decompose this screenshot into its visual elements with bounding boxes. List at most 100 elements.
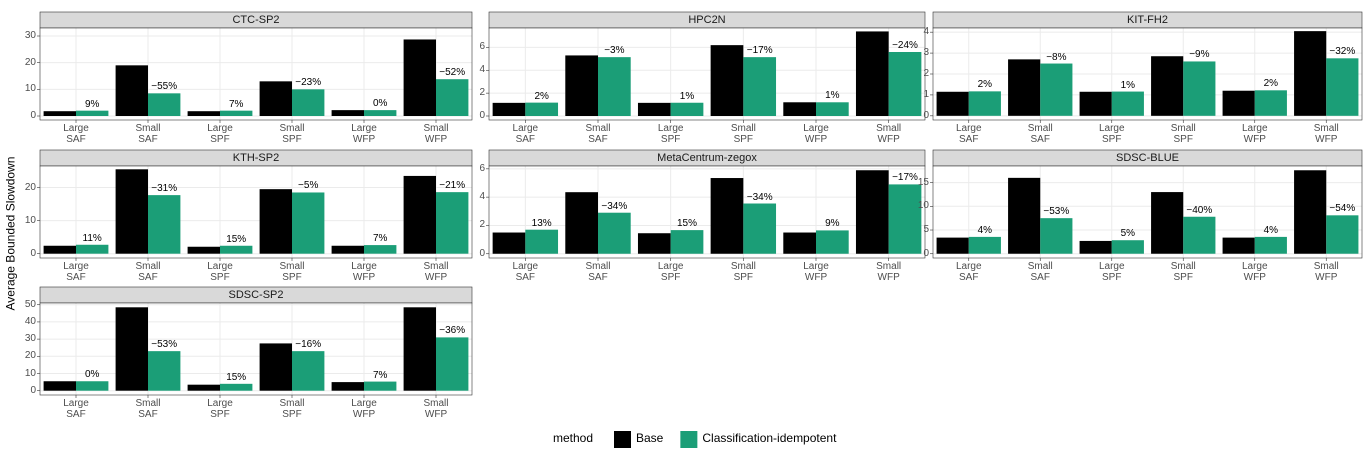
panel <box>489 28 925 120</box>
bar <box>816 230 849 254</box>
y-tick-label: 0 <box>30 247 36 259</box>
bar <box>710 178 744 254</box>
x-tick-label: Large WFP <box>351 123 377 145</box>
change-label: −34% <box>746 191 773 203</box>
bar <box>259 343 292 391</box>
panel-border <box>488 27 926 121</box>
y-tick-label: 0 <box>30 384 36 396</box>
y-tick-label: 20 <box>24 181 36 193</box>
bar <box>115 307 148 391</box>
bar <box>783 102 816 116</box>
y-tick-label: 10 <box>24 214 36 226</box>
bar <box>436 79 469 116</box>
change-label: −36% <box>439 325 466 337</box>
bar <box>1111 240 1144 254</box>
x-tick-label: Small SPF <box>279 123 305 145</box>
y-tick-label: 40 <box>24 315 36 327</box>
x-tick-label: Large WFP <box>351 398 377 420</box>
bar <box>115 65 148 116</box>
y-tick-label: 0 <box>479 110 485 121</box>
x-tick-label: Large WFP <box>803 123 829 145</box>
x-tick-label: Small WFP <box>423 261 449 283</box>
change-label: 0% <box>84 369 100 381</box>
bar <box>43 111 76 116</box>
x-tick-label: Small WFP <box>876 261 902 283</box>
bar <box>637 102 671 116</box>
change-label: −21% <box>439 180 466 192</box>
bar <box>1183 216 1216 254</box>
x-tick-label: Small SPF <box>730 261 756 283</box>
change-label: −40% <box>1186 204 1213 216</box>
bar <box>115 169 148 254</box>
bar <box>220 383 253 391</box>
x-tick-label: Small WFP <box>1313 123 1339 145</box>
x-tick-label: Large WFP <box>1241 123 1268 145</box>
x-tick-label: Small SAF <box>1027 123 1053 145</box>
bar <box>598 57 631 116</box>
change-label: 13% <box>531 217 552 229</box>
panel-border <box>488 165 926 259</box>
panel-border <box>39 302 473 396</box>
panel-border <box>932 27 1363 121</box>
change-label: 7% <box>372 233 388 245</box>
y-tick-label: 0 <box>30 110 36 121</box>
bar <box>1111 91 1144 116</box>
bar <box>259 81 292 116</box>
bar <box>220 245 253 254</box>
bar <box>710 45 744 117</box>
legend-label: Base <box>636 431 664 445</box>
bar <box>148 351 181 391</box>
change-label: −23% <box>295 77 322 89</box>
y-axis-title: Average Bounded Slowdown <box>3 156 18 311</box>
bar <box>292 192 325 254</box>
bar <box>187 111 220 116</box>
y-tick-label: 0 <box>923 247 929 259</box>
panel-title: KIT-FH2 <box>1127 14 1168 26</box>
bar <box>1254 236 1287 254</box>
y-tick-label: 2 <box>479 219 485 231</box>
bar <box>888 184 922 254</box>
change-label: 15% <box>226 233 247 245</box>
x-tick-label: Small SAF <box>585 261 611 283</box>
bar <box>364 110 397 116</box>
bar <box>364 381 397 391</box>
x-tick-label: Small SPF <box>279 261 305 283</box>
legend-title: method <box>553 431 594 445</box>
y-tick-label: 10 <box>24 367 36 379</box>
x-tick-label: Large SPF <box>207 398 233 420</box>
change-label: −24% <box>892 40 918 51</box>
change-label: 9% <box>84 98 100 110</box>
change-label: 15% <box>676 218 697 230</box>
x-tick-label: Large SPF <box>657 123 684 145</box>
bar <box>1183 61 1216 116</box>
bar <box>43 381 76 391</box>
bar <box>1008 177 1041 254</box>
y-tick-label: 30 <box>24 30 36 41</box>
bar <box>565 192 598 254</box>
x-tick-label: Large SAF <box>512 261 539 283</box>
y-tick-label: 4 <box>479 64 485 76</box>
y-tick-label: 1 <box>923 88 929 100</box>
bar <box>1294 31 1327 116</box>
y-tick-label: 15 <box>917 176 929 188</box>
change-label: −17% <box>746 45 773 57</box>
bar <box>1151 192 1184 254</box>
bar <box>292 351 325 391</box>
panel <box>40 28 472 120</box>
x-tick-label: Large SAF <box>63 123 89 145</box>
x-tick-label: Large WFP <box>351 261 377 283</box>
bar <box>148 93 181 116</box>
y-tick-label: 4 <box>479 191 485 203</box>
bar <box>783 232 816 254</box>
bar <box>76 110 109 116</box>
change-label: −16% <box>295 339 322 351</box>
x-tick-label: Large SAF <box>955 261 982 283</box>
x-tick-label: Small SPF <box>730 123 756 145</box>
x-tick-label: Small WFP <box>876 123 902 145</box>
panel <box>40 166 472 258</box>
y-tick-label: 20 <box>24 350 36 362</box>
bar <box>1326 215 1359 254</box>
x-tick-label: Large SAF <box>955 123 982 145</box>
x-tick-label: Large WFP <box>803 261 829 283</box>
